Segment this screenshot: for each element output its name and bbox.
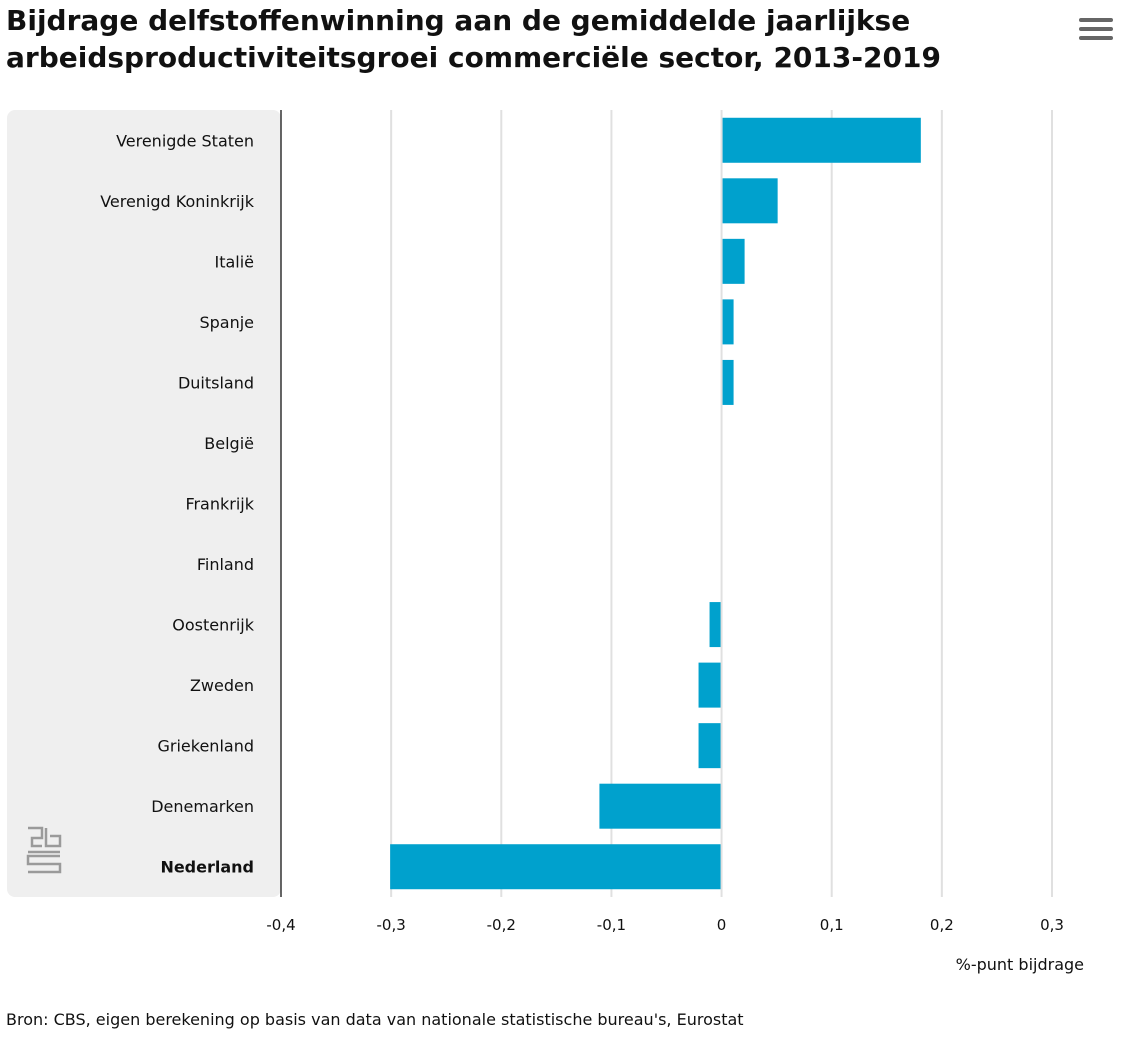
category-label: Verenigde Staten [116,131,254,150]
category-label: Zweden [190,676,254,695]
x-tick-label: 0,1 [820,916,844,934]
bar [390,844,721,890]
x-tick-label: 0,3 [1040,916,1064,934]
category-label: Spanje [199,313,254,332]
bar [698,662,721,708]
category-label: Denemarken [151,797,254,816]
bar [722,117,921,163]
bar [698,723,721,769]
category-label: Italië [214,252,254,271]
x-tick-label: 0 [717,916,727,934]
category-label: België [204,434,254,453]
bar [599,783,721,829]
x-tick-label: -0,2 [487,916,516,934]
chart-title: Bijdrage delfstoffenwinning aan de gemid… [6,4,941,74]
category-label: Oostenrijk [172,616,254,635]
bar [722,299,734,345]
category-label: Verenigd Koninkrijk [100,192,255,211]
bar [709,602,721,648]
cbs-logo-icon [26,826,62,874]
hamburger-menu-icon[interactable] [1079,18,1113,40]
x-tick-label: -0,3 [377,916,406,934]
source-note: Bron: CBS, eigen berekening op basis van… [6,1010,744,1029]
bar [722,238,745,284]
category-label: Nederland [160,858,254,877]
x-axis-title: %-punt bijdrage [956,955,1084,974]
category-label: Finland [197,555,254,574]
bar [722,359,734,405]
category-label: Griekenland [158,737,255,756]
category-label: Duitsland [178,373,254,392]
bar-chart: Verenigde Staten Verenigd Koninkrijk Itali… [100,110,1084,974]
category-label: Frankrijk [185,495,254,514]
x-tick-label: -0,1 [597,916,626,934]
bar [722,178,778,224]
x-tick-label: -0,4 [266,916,295,934]
x-tick-label: 0,2 [930,916,954,934]
category-label-panel [7,110,281,897]
